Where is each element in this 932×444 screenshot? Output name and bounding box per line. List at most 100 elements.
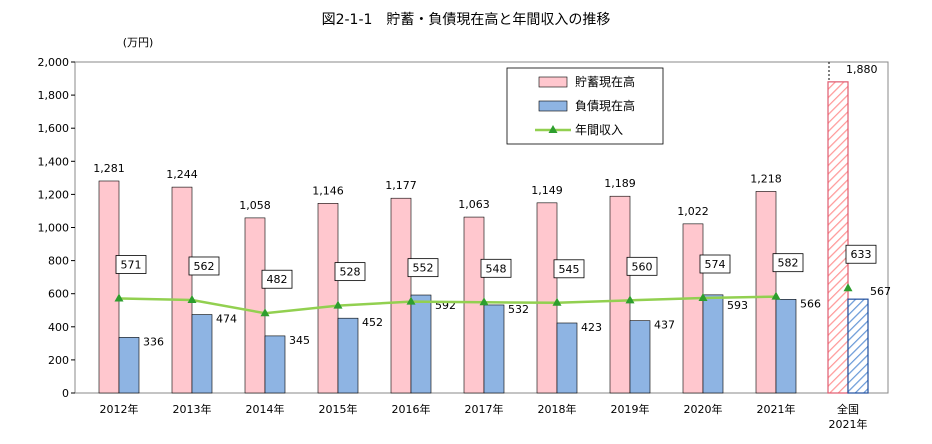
income-label-box <box>261 269 293 289</box>
chart-title: 図2-1-1 貯蓄・負債現在高と年間収入の推移 <box>322 11 611 28</box>
y-tick-label: 800 <box>48 255 69 268</box>
income-value-label: 560 <box>632 260 653 273</box>
savings-bar <box>98 180 120 394</box>
income-marker <box>552 297 562 306</box>
income-label-box <box>845 244 877 264</box>
debt-bar <box>337 317 359 394</box>
debt-bar <box>702 294 724 394</box>
x-tick-label-line: 2020年 <box>684 402 723 416</box>
income-marker <box>625 295 635 304</box>
income-marker <box>698 293 708 302</box>
savings-value-label: 1,281 <box>93 162 125 175</box>
income-marker <box>187 294 197 303</box>
savings-value-label: 1,146 <box>312 184 344 197</box>
debt-value-label: 452 <box>362 316 383 329</box>
income-label-box <box>626 256 658 276</box>
income-marker <box>114 293 124 302</box>
debt-value-label: 474 <box>216 313 237 326</box>
x-tick-label-line: 2019年 <box>611 402 650 416</box>
debt-bar <box>191 314 213 394</box>
x-tick-label-line: 2021年 <box>757 402 796 416</box>
x-tick-label: 2017年 <box>465 402 504 416</box>
income-marker <box>771 291 781 300</box>
savings-value-label: 1,880 <box>846 63 878 76</box>
debt-bar <box>264 335 286 394</box>
legend-frame <box>506 67 664 145</box>
savings-bar <box>317 203 339 394</box>
income-label-box <box>480 258 512 278</box>
income-value-label: 548 <box>486 262 507 275</box>
income-value-label: 562 <box>194 260 215 273</box>
income-marker <box>479 297 489 306</box>
savings-bar <box>171 186 193 394</box>
income-label-box <box>553 259 585 279</box>
x-tick-label-line: 全国 <box>837 402 859 416</box>
income-label-box <box>407 258 439 278</box>
savings-bar <box>244 217 266 394</box>
legend-swatch-savings <box>538 76 568 88</box>
y-tick-label: 200 <box>48 354 69 367</box>
savings-bar <box>609 195 631 394</box>
savings-value-label: 1,244 <box>166 168 198 181</box>
debt-value-label: 336 <box>143 335 164 348</box>
savings-value-label: 1,022 <box>677 205 709 218</box>
x-tick-label-line: 2021年 <box>829 417 868 431</box>
income-line <box>118 295 777 315</box>
savings-value-label: 1,063 <box>458 198 490 211</box>
legend-swatch-debt <box>538 100 568 112</box>
x-tick-label: 2019年 <box>611 402 650 416</box>
y-tick-label: 1,400 <box>38 155 70 168</box>
legend-swatch-income-marker <box>548 125 558 133</box>
x-tick-label-line: 2016年 <box>392 402 431 416</box>
income-value-label: 574 <box>705 258 726 271</box>
y-tick-label: 2,000 <box>38 56 70 69</box>
debt-value-label: 423 <box>581 321 602 334</box>
income-marker <box>333 300 343 309</box>
savings-value-label: 1,149 <box>531 184 563 197</box>
debt-bar <box>483 304 505 394</box>
savings-value-label: 1,058 <box>239 199 271 212</box>
income-label-box <box>115 255 147 274</box>
x-tick-label: 2016年 <box>392 402 431 416</box>
y-tick-label: 1,000 <box>38 222 70 235</box>
debt-bar <box>118 337 140 394</box>
debt-bar <box>847 298 869 394</box>
x-tick-label: 全国 2021年 <box>829 402 868 431</box>
x-tick-label-line: 2014年 <box>246 402 285 416</box>
plot-area: 0 200 400 600 800 1,000 1,200 1,400 1,600 1,800 2,… <box>38 56 892 431</box>
debt-value-label: 437 <box>654 319 675 332</box>
income-value-label: 545 <box>559 263 580 276</box>
legend-label: 負債現在高 <box>575 98 635 113</box>
income-value-label: 552 <box>413 262 434 275</box>
x-tick-label: 2014年 <box>246 402 285 416</box>
savings-bar <box>536 202 558 394</box>
debt-bar <box>410 294 432 394</box>
income-value-label: 482 <box>267 273 288 286</box>
income-value-label: 571 <box>121 258 142 271</box>
x-tick-label: 2015年 <box>319 402 358 416</box>
income-marker <box>260 308 270 317</box>
income-label-box <box>334 262 366 282</box>
debt-bar <box>556 322 578 394</box>
debt-bar <box>775 299 797 394</box>
income-value-label: 582 <box>778 257 799 270</box>
savings-bar <box>390 197 412 394</box>
debt-value-label: 532 <box>508 303 529 316</box>
savings-value-label: 1,189 <box>604 177 636 190</box>
debt-value-label: 566 <box>800 297 821 310</box>
x-tick-label: 2018年 <box>538 402 577 416</box>
x-tick-label: 2020年 <box>684 402 723 416</box>
savings-bar <box>755 191 777 394</box>
income-value-label: 528 <box>340 266 361 279</box>
legend-label: 貯蓄現在高 <box>575 74 635 89</box>
debt-value-label: 345 <box>289 334 310 347</box>
debt-value-label: 567 <box>870 285 891 298</box>
y-tick-label: 1,600 <box>38 122 70 135</box>
x-tick-label-line: 2018年 <box>538 402 577 416</box>
y-tick-label: 1,200 <box>38 188 70 201</box>
x-tick-label-line: 2012年 <box>100 402 139 416</box>
savings-bar <box>827 81 849 394</box>
y-tick-label: 400 <box>48 321 69 334</box>
y-tick-label: 0 <box>62 387 69 400</box>
